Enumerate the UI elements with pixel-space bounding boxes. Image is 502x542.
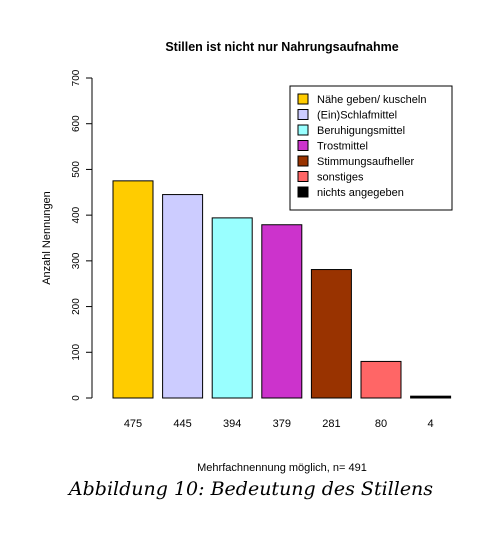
y-tick-label: 600 xyxy=(71,115,82,132)
bar xyxy=(310,269,352,399)
legend-box xyxy=(289,85,453,211)
legend-label: Trostmittel xyxy=(317,141,368,153)
legend-swatch xyxy=(297,140,309,151)
y-tick-label: 300 xyxy=(71,252,82,269)
legend-label: nichts angegeben xyxy=(317,187,404,199)
bar-value-label: 379 xyxy=(273,418,291,430)
legend-label: sonstiges xyxy=(317,172,364,184)
y-tick-label: 200 xyxy=(71,298,82,315)
legend-swatch xyxy=(297,124,309,136)
figure-caption: Abbildung 10: Bedeutung des Stillens xyxy=(68,478,434,500)
y-ticks: 0 100 200 300 400 500 600 700 xyxy=(71,69,92,401)
bar xyxy=(410,395,452,399)
bar-value-label: 80 xyxy=(375,418,387,430)
bar xyxy=(211,217,253,399)
bar-value-label: 475 xyxy=(124,418,142,430)
legend-swatch xyxy=(297,171,309,182)
legend-swatch xyxy=(297,155,309,167)
y-tick-label: 400 xyxy=(71,206,82,223)
y-axis-label: Anzahl Nennungen xyxy=(41,191,53,285)
legend: Nähe geben/ kuscheln (Ein)Schlafmittel Ber… xyxy=(289,85,453,211)
y-tick-label: 500 xyxy=(71,161,82,178)
legend-swatch xyxy=(297,109,309,120)
bar xyxy=(360,360,402,399)
legend-swatch xyxy=(297,93,309,105)
chart-title: Stillen ist nicht nur Nahrungsaufnahme xyxy=(165,40,398,54)
legend-label: Beruhigungsmittel xyxy=(317,125,405,137)
value-labels: 475 445 394 379 281 80 4 xyxy=(124,418,434,430)
bar xyxy=(261,224,303,399)
legend-swatch xyxy=(297,186,309,198)
legend-label: Stimmungsaufheller xyxy=(317,156,415,168)
bar xyxy=(112,180,154,399)
bar-value-label: 445 xyxy=(173,418,191,430)
legend-label: (Ein)Schlafmittel xyxy=(317,110,397,122)
bar xyxy=(162,194,204,399)
bar-value-label: 281 xyxy=(322,418,340,430)
bar-chart: Stillen ist nicht nur Nahrungsaufnahme A… xyxy=(41,40,453,474)
legend-label: Nähe geben/ kuscheln xyxy=(317,94,426,106)
bar-value-label: 4 xyxy=(428,418,434,430)
y-tick-label: 100 xyxy=(71,344,82,361)
y-tick-label: 0 xyxy=(71,395,82,401)
bar-value-label: 394 xyxy=(223,418,241,430)
x-axis-label: Mehrfachnennung möglich, n= 491 xyxy=(197,462,367,474)
bars xyxy=(112,180,452,399)
y-tick-label: 700 xyxy=(71,69,82,86)
